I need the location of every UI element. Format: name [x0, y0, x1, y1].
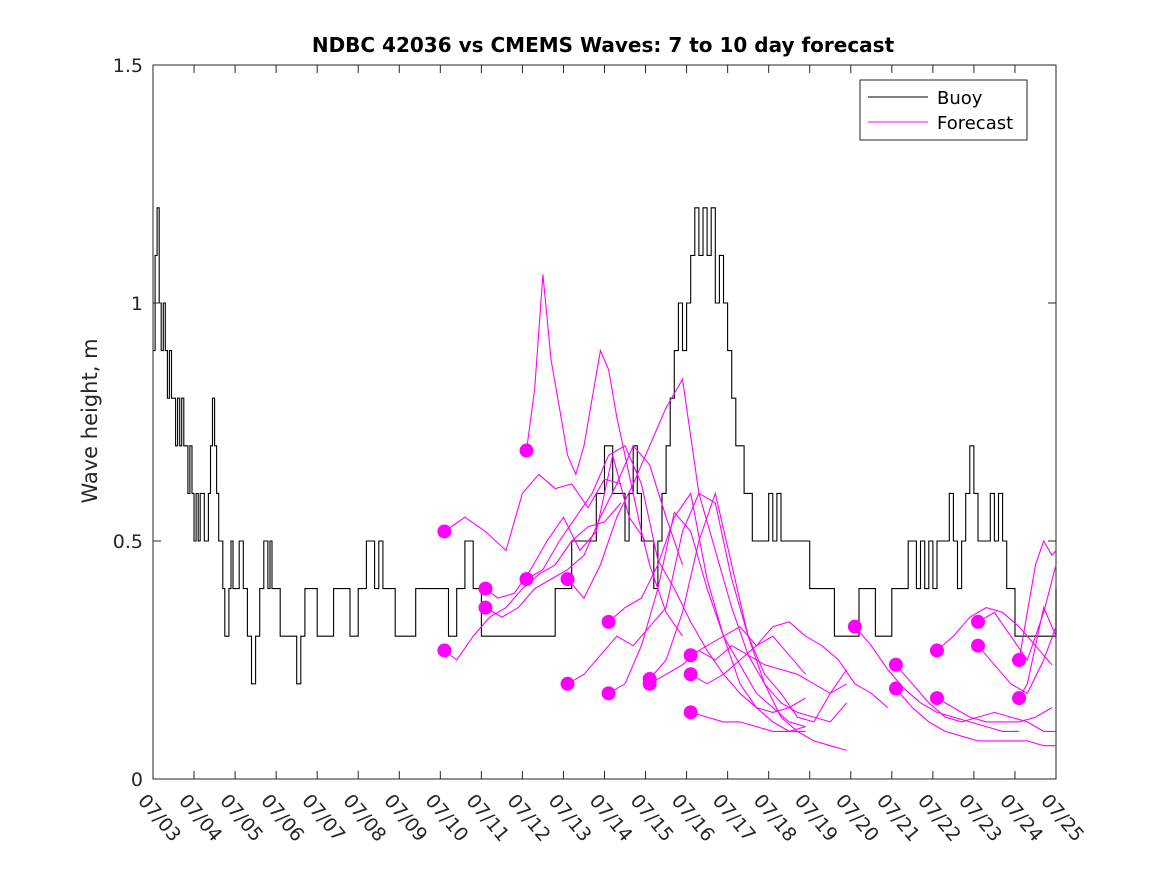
- forecast-series-line: [895, 688, 1056, 747]
- forecast-start-point: [971, 638, 986, 653]
- forecast-start-point: [601, 614, 616, 629]
- forecast-series-line: [444, 473, 622, 552]
- forecast-series-line: [936, 697, 1053, 723]
- y-tick-label: 0: [131, 769, 143, 791]
- forecast-series-line: [690, 621, 889, 709]
- forecast-start-point: [519, 443, 534, 458]
- forecast-series-line: [977, 564, 1057, 662]
- forecast-series-line: [526, 445, 806, 713]
- plot-area: [152, 64, 1057, 780]
- y-tick-label: 0.5: [113, 531, 143, 553]
- forecast-start-point: [560, 572, 575, 587]
- forecast-start-point: [971, 614, 986, 629]
- forecast-series-line: [895, 664, 1056, 732]
- forecast-series-line: [649, 645, 847, 694]
- legend: Buoy Forecast: [859, 79, 1028, 141]
- forecast-start-point: [1012, 691, 1027, 706]
- forecast-series-line: [690, 711, 806, 732]
- forecast-start-point: [478, 581, 493, 596]
- y-tick-label: 1: [131, 293, 143, 315]
- forecast-start-point: [888, 681, 903, 696]
- forecast-start-point: [601, 686, 616, 701]
- forecast-series-line: [977, 626, 1057, 695]
- forecast-start-point: [478, 600, 493, 615]
- forecast-start-point: [929, 643, 944, 658]
- buoy-series-layer: [153, 207, 1057, 685]
- legend-label-buoy: Buoy: [937, 88, 983, 109]
- forecast-series-layer: [437, 274, 1057, 751]
- forecast-start-point: [437, 524, 452, 539]
- legend-label-forecast: Forecast: [937, 113, 1013, 134]
- forecast-series-line: [608, 492, 806, 728]
- forecast-series-line: [1018, 539, 1057, 661]
- forecast-series-line: [485, 455, 646, 599]
- forecast-start-point: [683, 667, 698, 682]
- forecast-series-line: [1018, 605, 1057, 699]
- legend-box: [859, 79, 1028, 141]
- forecast-series-line: [567, 377, 848, 723]
- chart-title: NDBC 42036 vs CMEMS Waves: 7 to 10 day f…: [312, 33, 895, 57]
- y-axis-label: Wave height, m: [78, 338, 102, 503]
- forecast-start-point: [1012, 653, 1027, 667]
- forecast-start-point: [847, 619, 862, 634]
- y-axis-ticks: 0 0.5 1 1.5: [113, 55, 1056, 791]
- buoy-series-line: [153, 207, 1057, 685]
- forecast-series-line: [567, 492, 848, 723]
- forecast-start-point: [560, 676, 575, 691]
- forecast-series-line: [525, 274, 683, 637]
- forecast-start-point: [519, 572, 534, 587]
- forecast-start-point: [683, 705, 698, 720]
- forecast-start-point: [642, 676, 657, 691]
- forecast-start-point: [888, 657, 903, 672]
- forecast-start-point: [929, 691, 944, 706]
- forecast-series-line: [485, 444, 684, 618]
- forecast-start-point: [437, 643, 452, 658]
- forecast-series-line: [608, 511, 806, 732]
- forecast-series-line: [854, 626, 1020, 732]
- forecast-start-point: [683, 648, 698, 663]
- forecast-series-line: [690, 635, 807, 685]
- y-tick-label: 1.5: [113, 55, 143, 77]
